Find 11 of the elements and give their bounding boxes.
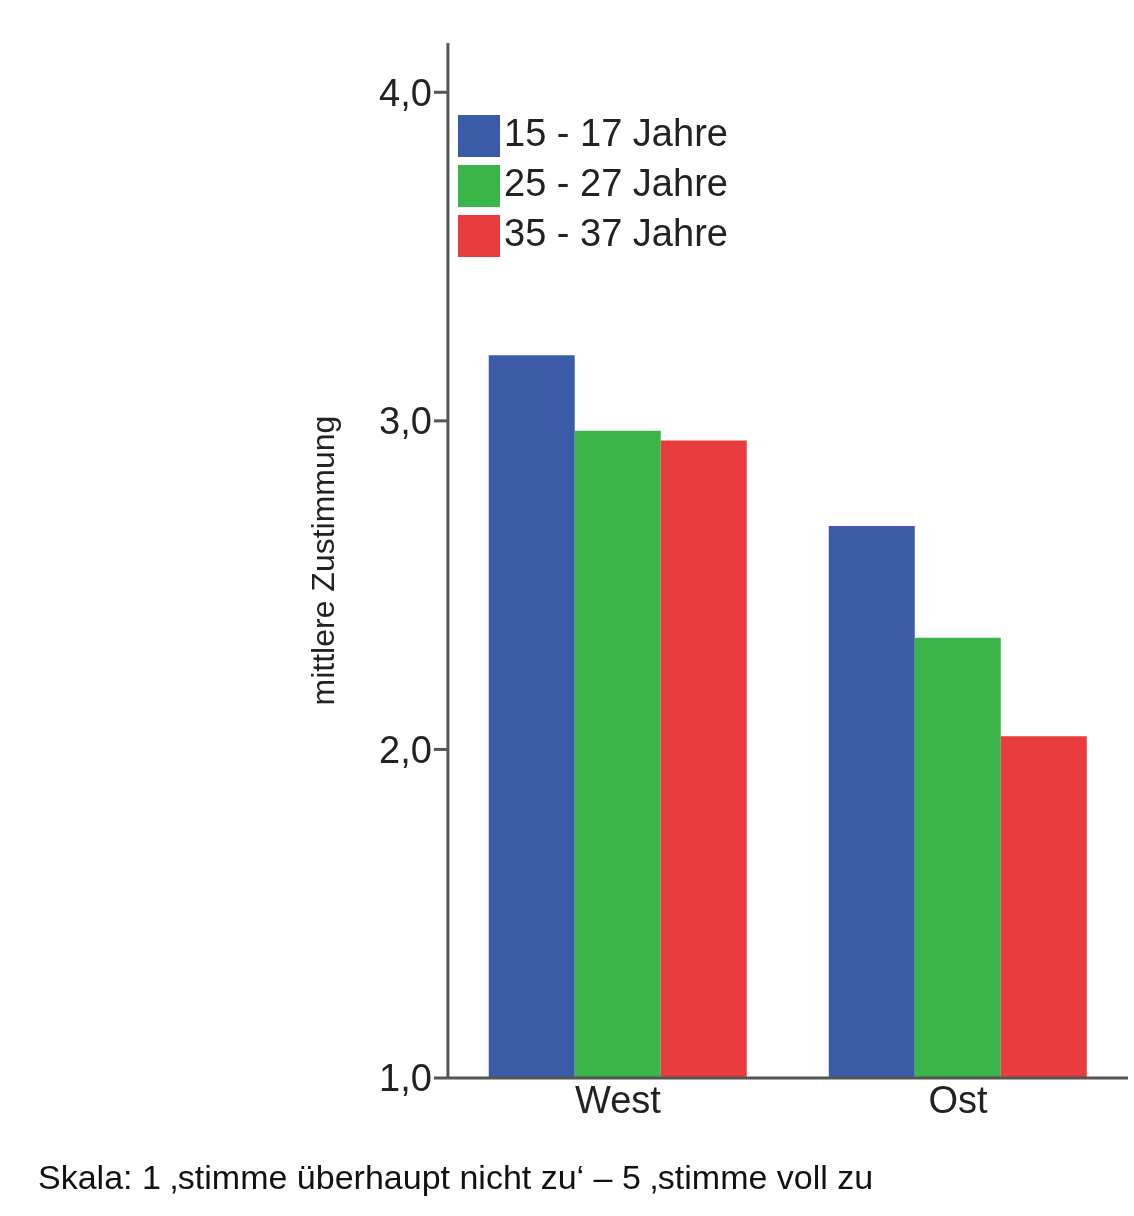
legend-label: 35 - 37 Jahre [504,212,728,254]
legend-label: 25 - 27 Jahre [504,162,728,204]
x-tick-label: West [575,1078,662,1121]
x-tick-label: Ost [928,1078,988,1121]
y-tick-label: 2,0 [379,728,432,771]
legend-label: 15 - 17 Jahre [504,112,728,154]
y-axis-title: mittlere Zustimmung [305,415,342,706]
y-tick-label: 3,0 [379,400,432,443]
text: Skala: 1 ‚stimme überhaupt nicht zu‘ – 5 ‚stimme voll zu [38,1158,875,1197]
y-tick-label: 4,0 [379,71,432,114]
y-tick-label: 1,0 [379,1057,432,1100]
